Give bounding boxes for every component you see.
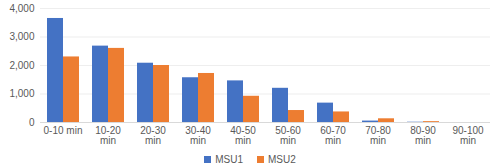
svg-text:2,000: 2,000 — [9, 60, 34, 71]
html-text:MSU1: MSU1 — [215, 153, 243, 165]
svg-text:20-30min: 20-30min — [140, 125, 166, 146]
html-text:MSU2: MSU2 — [268, 153, 296, 165]
svg-text:30-40min: 30-40min — [185, 125, 211, 146]
svg-text:4,000: 4,000 — [9, 3, 34, 14]
svg-text:70-80min: 70-80min — [365, 125, 391, 146]
svg-text:10-20min: 10-20min — [95, 125, 121, 146]
svg-text:0: 0 — [29, 117, 35, 128]
svg-text:90-100min: 90-100min — [452, 125, 484, 146]
svg-text:60-70min: 60-70min — [320, 125, 346, 146]
svg-text:40-50min: 40-50min — [230, 125, 256, 146]
svg-text:80-90min: 80-90min — [410, 125, 436, 146]
svg-text:0-10 min: 0-10 min — [44, 125, 83, 136]
svg-text:3,000: 3,000 — [9, 31, 34, 42]
svg-text:50-60min: 50-60min — [275, 125, 301, 146]
svg-text:1,000: 1,000 — [9, 88, 34, 99]
